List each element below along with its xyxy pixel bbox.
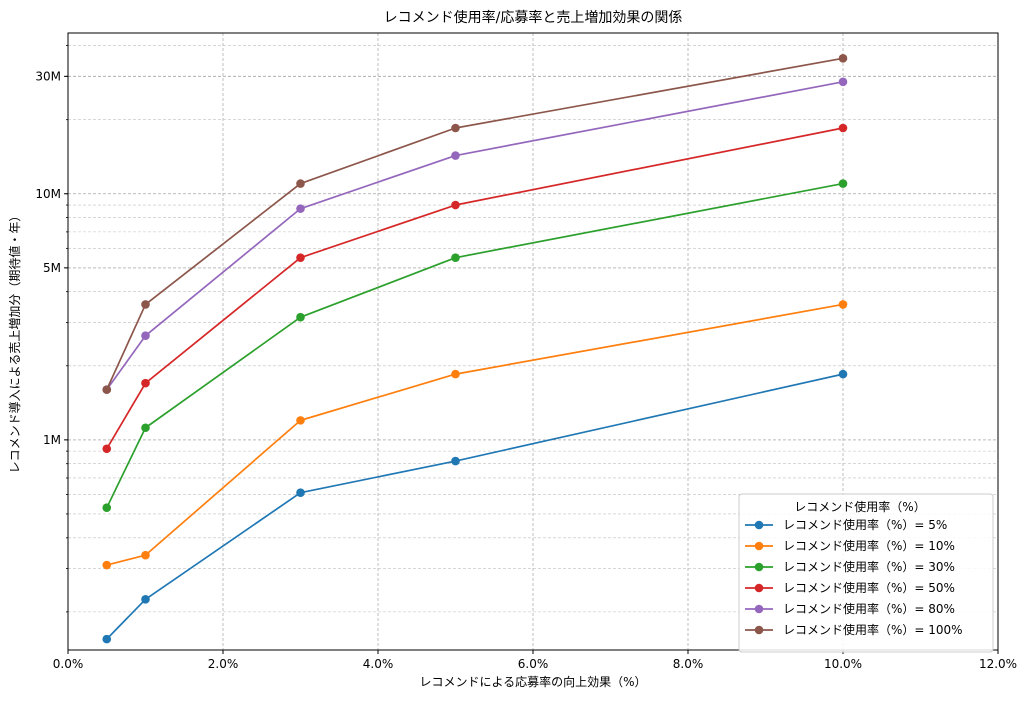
data-point (296, 416, 305, 425)
legend: レコメンド使用率（%） レコメンド使用率（%）= 5%レコメンド使用率（%）= … (738, 493, 994, 653)
legend-marker (754, 520, 764, 530)
series-line (106, 373, 844, 640)
y-axis-title: レコメンド導入による売上増加分（期待値・年） (7, 210, 22, 474)
data-point (102, 444, 112, 454)
data-point (141, 423, 150, 433)
data-point (838, 300, 848, 309)
data-point (141, 300, 150, 309)
data-point (451, 151, 460, 160)
series-3 (102, 179, 848, 513)
legend-label: レコメンド使用率（%）= 10% (783, 538, 955, 553)
data-point (451, 456, 460, 466)
data-point (451, 253, 460, 262)
data-point (141, 331, 150, 340)
legend-entry: レコメンド使用率（%）= 10% (745, 538, 955, 553)
data-point (451, 200, 460, 210)
legend-marker (754, 625, 764, 635)
legend-label: レコメンド使用率（%）= 100% (783, 622, 963, 637)
series-layer (102, 54, 848, 644)
x-tick-label: 2.0% (208, 657, 239, 671)
legend-label: レコメンド使用率（%）= 50% (783, 580, 955, 595)
series-line (106, 80, 844, 391)
legend-title: レコメンド使用率（%） (794, 499, 925, 514)
data-point (296, 488, 305, 497)
series-line (106, 127, 844, 450)
legend-items: レコメンド使用率（%）= 5% レコメンド使用率（%）= 10% レコメンド使用率（… (745, 517, 963, 637)
legend-entry: レコメンド使用率（%）= 5% (745, 517, 947, 532)
legend-marker (754, 604, 764, 614)
data-point (102, 634, 112, 644)
tick-layer: 0.0% 2.0% 4.0% 6.0% 8.0% 10.0% 12.0% 1M 5M 10M 30M (35, 45, 1017, 671)
data-point (141, 594, 150, 604)
legend-label: レコメンド使用率（%）= 80% (783, 601, 955, 616)
x-tick-label: 10.0% (824, 657, 862, 671)
data-point (296, 312, 305, 322)
data-point (451, 123, 460, 133)
legend-marker (754, 562, 764, 572)
data-point (296, 253, 305, 262)
data-point (296, 204, 305, 213)
y-tick-label: 1M (43, 433, 61, 447)
data-point (102, 503, 112, 513)
chart-title: レコメンド使用率/応募率と売上増加効果の関係 (384, 9, 683, 26)
legend-label: レコメンド使用率（%）= 5% (783, 517, 947, 532)
x-tick-label: 8.0% (673, 657, 704, 671)
data-point (141, 378, 150, 388)
series-4 (102, 123, 848, 454)
data-point (838, 369, 848, 379)
series-6 (102, 54, 848, 394)
x-tick-label: 12.0% (979, 657, 1017, 671)
y-tick-label: 10M (35, 187, 61, 201)
series-line (105, 57, 844, 390)
data-point (102, 385, 112, 394)
legend-marker (754, 583, 764, 593)
x-tick-label: 6.0% (518, 657, 549, 671)
legend-marker (754, 541, 764, 551)
x-tick-label: 4.0% (363, 657, 394, 671)
data-point (296, 179, 305, 188)
legend-entry: レコメンド使用率（%）= 100% (745, 622, 963, 637)
series-2 (102, 300, 848, 570)
data-point (838, 54, 848, 63)
x-axis-title: レコメンドによる応募率の向上効果（%） (419, 674, 646, 689)
data-point (838, 123, 848, 133)
legend-entry: レコメンド使用率（%）= 30% (745, 559, 955, 574)
data-point (102, 560, 112, 570)
legend-entry: レコメンド使用率（%）= 80% (745, 601, 955, 616)
legend-box (738, 493, 994, 653)
series-line (106, 303, 844, 566)
data-point (838, 179, 848, 188)
x-tick-label: 0.0% (53, 657, 84, 671)
legend-entry: レコメンド使用率（%）= 50% (745, 580, 955, 595)
data-point (838, 77, 848, 87)
y-tick-label: 5M (43, 261, 61, 275)
series-1 (102, 369, 848, 644)
data-point (141, 550, 150, 560)
legend-label: レコメンド使用率（%）= 30% (783, 559, 955, 574)
y-tick-label: 30M (35, 69, 61, 83)
series-line (105, 182, 844, 509)
data-point (451, 369, 460, 379)
